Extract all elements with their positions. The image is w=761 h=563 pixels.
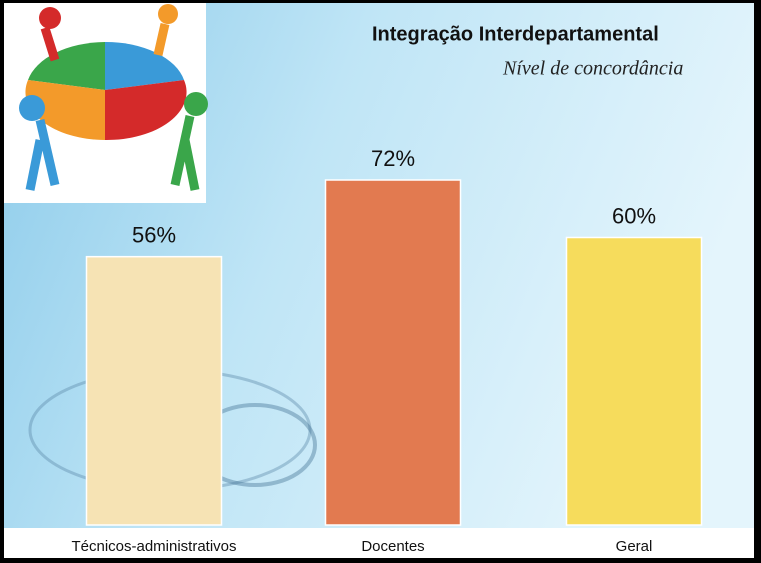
value-label: 60% bbox=[612, 203, 656, 228]
x-tick-label: Técnicos-administrativos bbox=[71, 538, 236, 555]
chart-subtitle: Nível de concordância bbox=[502, 58, 683, 80]
chart-title: Integração Interdepartamental bbox=[372, 23, 659, 45]
bar bbox=[565, 236, 703, 526]
bar bbox=[85, 255, 223, 526]
label-strip bbox=[4, 528, 754, 558]
value-label: 56% bbox=[132, 222, 176, 247]
value-label: 72% bbox=[371, 146, 415, 171]
x-tick-label: Geral bbox=[616, 538, 653, 555]
bar bbox=[324, 179, 462, 526]
x-tick-label: Docentes bbox=[361, 538, 424, 555]
clipart bbox=[4, 3, 208, 203]
